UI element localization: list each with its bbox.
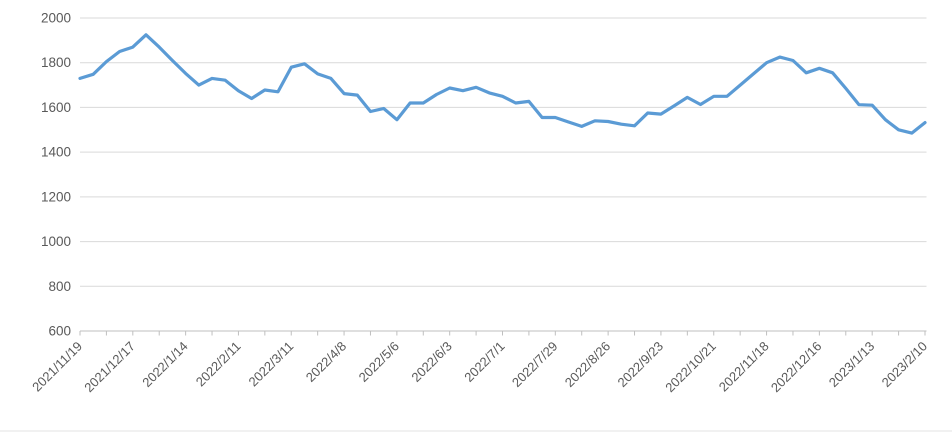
y-tick-label: 1200 <box>41 189 71 204</box>
x-tick-label: 2022/2/11 <box>193 339 244 390</box>
y-axis-labels: 600 800 1000 1200 1400 1600 1800 2000 <box>41 11 71 339</box>
x-tick-label: 2022/8/26 <box>562 339 614 391</box>
y-tick-label: 2000 <box>41 11 71 26</box>
x-tick-label: 2022/7/1 <box>461 339 507 385</box>
x-tick-label: 2021/12/17 <box>81 339 138 396</box>
x-tick-label: 2022/7/29 <box>509 339 561 391</box>
y-tick-label: 1000 <box>41 234 71 249</box>
x-tick-label: 2022/1/14 <box>139 339 191 391</box>
x-tick-label: 2022/3/11 <box>246 339 297 390</box>
x-axis-ticks <box>79 331 926 336</box>
bottom-border <box>0 430 952 432</box>
x-tick-label: 2022/4/8 <box>303 339 349 385</box>
y-tick-label: 1800 <box>41 55 71 70</box>
y-tick-label: 1600 <box>41 100 71 115</box>
x-tick-label: 2022/10/21 <box>662 339 719 396</box>
x-tick-label: 2022/5/6 <box>356 339 402 385</box>
x-tick-label: 2022/11/18 <box>716 339 772 395</box>
x-tick-label: 2021/11/19 <box>29 339 85 395</box>
y-tick-label: 600 <box>48 324 71 339</box>
x-tick-label: 2023/1/13 <box>826 339 878 391</box>
y-tick-label: 800 <box>48 279 71 294</box>
x-tick-label: 2022/6/3 <box>408 339 454 385</box>
gridlines <box>80 17 927 332</box>
x-tick-label: 2022/12/16 <box>768 339 825 396</box>
y-tick-label: 1400 <box>41 145 71 160</box>
price-series-line <box>78 33 927 135</box>
x-tick-label: 2022/9/23 <box>615 339 667 391</box>
x-tick-label: 2023/2/10 <box>879 339 931 391</box>
